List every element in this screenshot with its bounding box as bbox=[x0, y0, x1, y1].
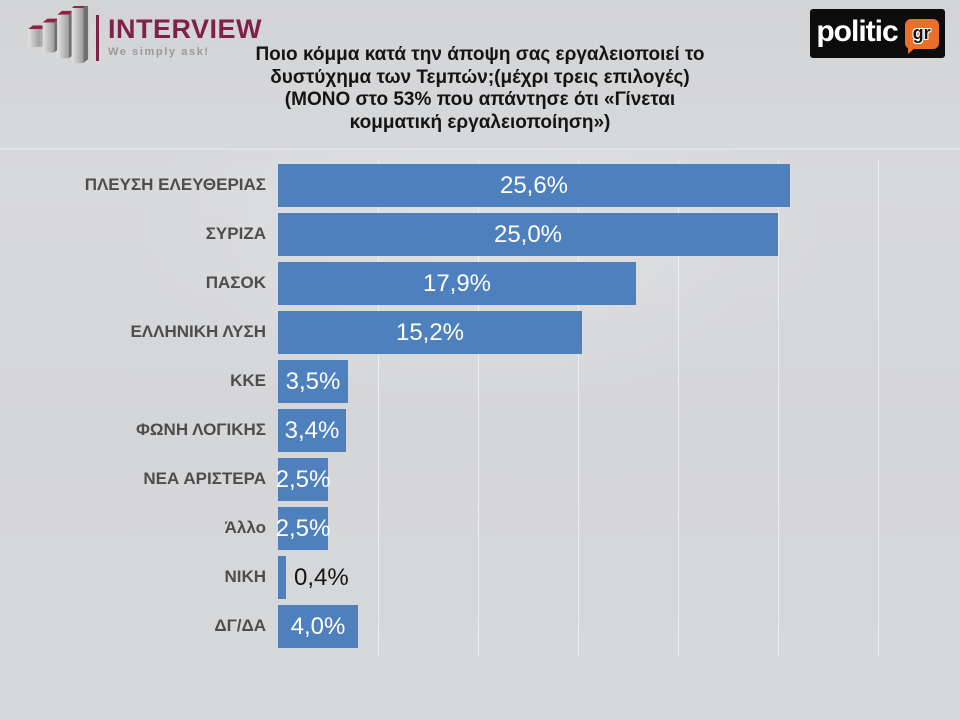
page-title: Ποιο κόμμα κατά την άποψη σας εργαλειοπο… bbox=[255, 44, 705, 133]
chart-row: ΝΙΚΗ 0,4% bbox=[0, 556, 960, 599]
chart-rows: ΠΛΕΥΣΗ ΕΛΕΥΘΕΡΙΑΣ 25,6% ΣΥΡΙΖΑ 25,0% ΠΑΣΟΚ 17… bbox=[0, 164, 960, 654]
politic-logo-text: politic bbox=[816, 15, 898, 48]
gridline bbox=[778, 160, 779, 656]
gridline bbox=[678, 160, 679, 656]
bar-area: 4,0% bbox=[278, 605, 960, 648]
logo-separator bbox=[96, 15, 99, 61]
category-label: ΚΚΕ bbox=[230, 371, 266, 391]
interview-bar-chart-icon bbox=[28, 6, 89, 64]
bar: 17,9% bbox=[278, 262, 636, 305]
value-label: 2,5% bbox=[275, 514, 331, 542]
bar: 15,2% bbox=[278, 311, 582, 354]
politic-gr-logo: politic gr bbox=[810, 9, 945, 58]
interview-logo-tagline: We simply ask! bbox=[108, 46, 210, 58]
gridline bbox=[478, 160, 479, 656]
interview-logo-name: INTERVIEW bbox=[108, 14, 263, 44]
category-label: Άλλο bbox=[224, 518, 266, 538]
chart-row: ΕΛΛΗΝΙΚΗ ΛΥΣΗ 15,2% bbox=[0, 311, 960, 354]
chart-row: ΚΚΕ 3,5% bbox=[0, 360, 960, 403]
bar: 2,5% bbox=[275, 458, 331, 501]
gridline bbox=[578, 160, 579, 656]
chart-row: ΠΛΕΥΣΗ ΕΛΕΥΘΕΡΙΑΣ 25,6% bbox=[0, 164, 960, 207]
category-label: ΔΓ/ΔΑ bbox=[214, 616, 266, 636]
bar-area: 0,4% bbox=[278, 556, 960, 599]
value-label: 0,4% bbox=[294, 564, 349, 591]
interview-logo: INTERVIEW We simply ask! bbox=[26, 6, 262, 68]
chart-row: ΣΥΡΙΖΑ 25,0% bbox=[0, 213, 960, 256]
chart-row: ΝΕΑ ΑΡΙΣΤΕΡΑ 2,5% bbox=[0, 458, 960, 501]
value-label: 4,0% bbox=[290, 612, 346, 640]
category-label: ΦΩΝΗ ΛΟΓΙΚΗΣ bbox=[135, 420, 266, 440]
chart-row: Άλλο 2,5% bbox=[0, 507, 960, 550]
bar-area: 3,4% bbox=[278, 409, 960, 452]
chart-row: ΠΑΣΟΚ 17,9% bbox=[0, 262, 960, 305]
bar-area: 15,2% bbox=[278, 311, 960, 354]
value-label: 25,6% bbox=[499, 171, 569, 199]
value-label: 25,0% bbox=[493, 220, 563, 248]
category-label: ΠΛΕΥΣΗ ΕΛΕΥΘΕΡΙΑΣ bbox=[84, 175, 266, 195]
gridline bbox=[878, 160, 879, 656]
bar bbox=[278, 556, 286, 599]
bar-area: 25,6% bbox=[278, 164, 960, 207]
bar-area: 25,0% bbox=[278, 213, 960, 256]
gridline bbox=[378, 160, 379, 656]
bar: 4,0% bbox=[278, 605, 358, 648]
bar: 3,4% bbox=[278, 409, 346, 452]
bar: 25,0% bbox=[278, 213, 778, 256]
tempi-poll-bar-chart: ΠΛΕΥΣΗ ΕΛΕΥΘΕΡΙΑΣ 25,6% ΣΥΡΙΖΑ 25,0% ΠΑΣΟΚ 17… bbox=[0, 160, 960, 670]
value-label: 3,5% bbox=[285, 367, 341, 395]
value-label: 3,4% bbox=[284, 416, 340, 444]
bar: 3,5% bbox=[278, 360, 348, 403]
category-label: ΠΑΣΟΚ bbox=[205, 273, 266, 293]
value-label: 15,2% bbox=[395, 318, 465, 346]
chart-row: ΦΩΝΗ ΛΟΓΙΚΗΣ 3,4% bbox=[0, 409, 960, 452]
value-label: 17,9% bbox=[422, 269, 492, 297]
category-label: ΣΥΡΙΖΑ bbox=[205, 224, 266, 244]
chart-gridlines bbox=[278, 160, 918, 656]
category-label: ΝΙΚΗ bbox=[224, 567, 266, 587]
bar-area: 2,5% bbox=[275, 458, 960, 501]
bar-area: 2,5% bbox=[275, 507, 960, 550]
logo-text: INTERVIEW We simply ask! bbox=[108, 14, 263, 59]
bar-area: 3,5% bbox=[278, 360, 960, 403]
category-label: ΕΛΛΗΝΙΚΗ ΛΥΣΗ bbox=[130, 322, 266, 342]
value-label: 2,5% bbox=[275, 465, 331, 493]
politic-gr-badge: gr bbox=[904, 18, 939, 54]
bar-area: 17,9% bbox=[278, 262, 960, 305]
bar: 2,5% bbox=[275, 507, 331, 550]
bar: 25,6% bbox=[278, 164, 790, 207]
chart-row: ΔΓ/ΔΑ 4,0% bbox=[0, 605, 960, 648]
category-label: ΝΕΑ ΑΡΙΣΤΕΡΑ bbox=[143, 469, 266, 489]
